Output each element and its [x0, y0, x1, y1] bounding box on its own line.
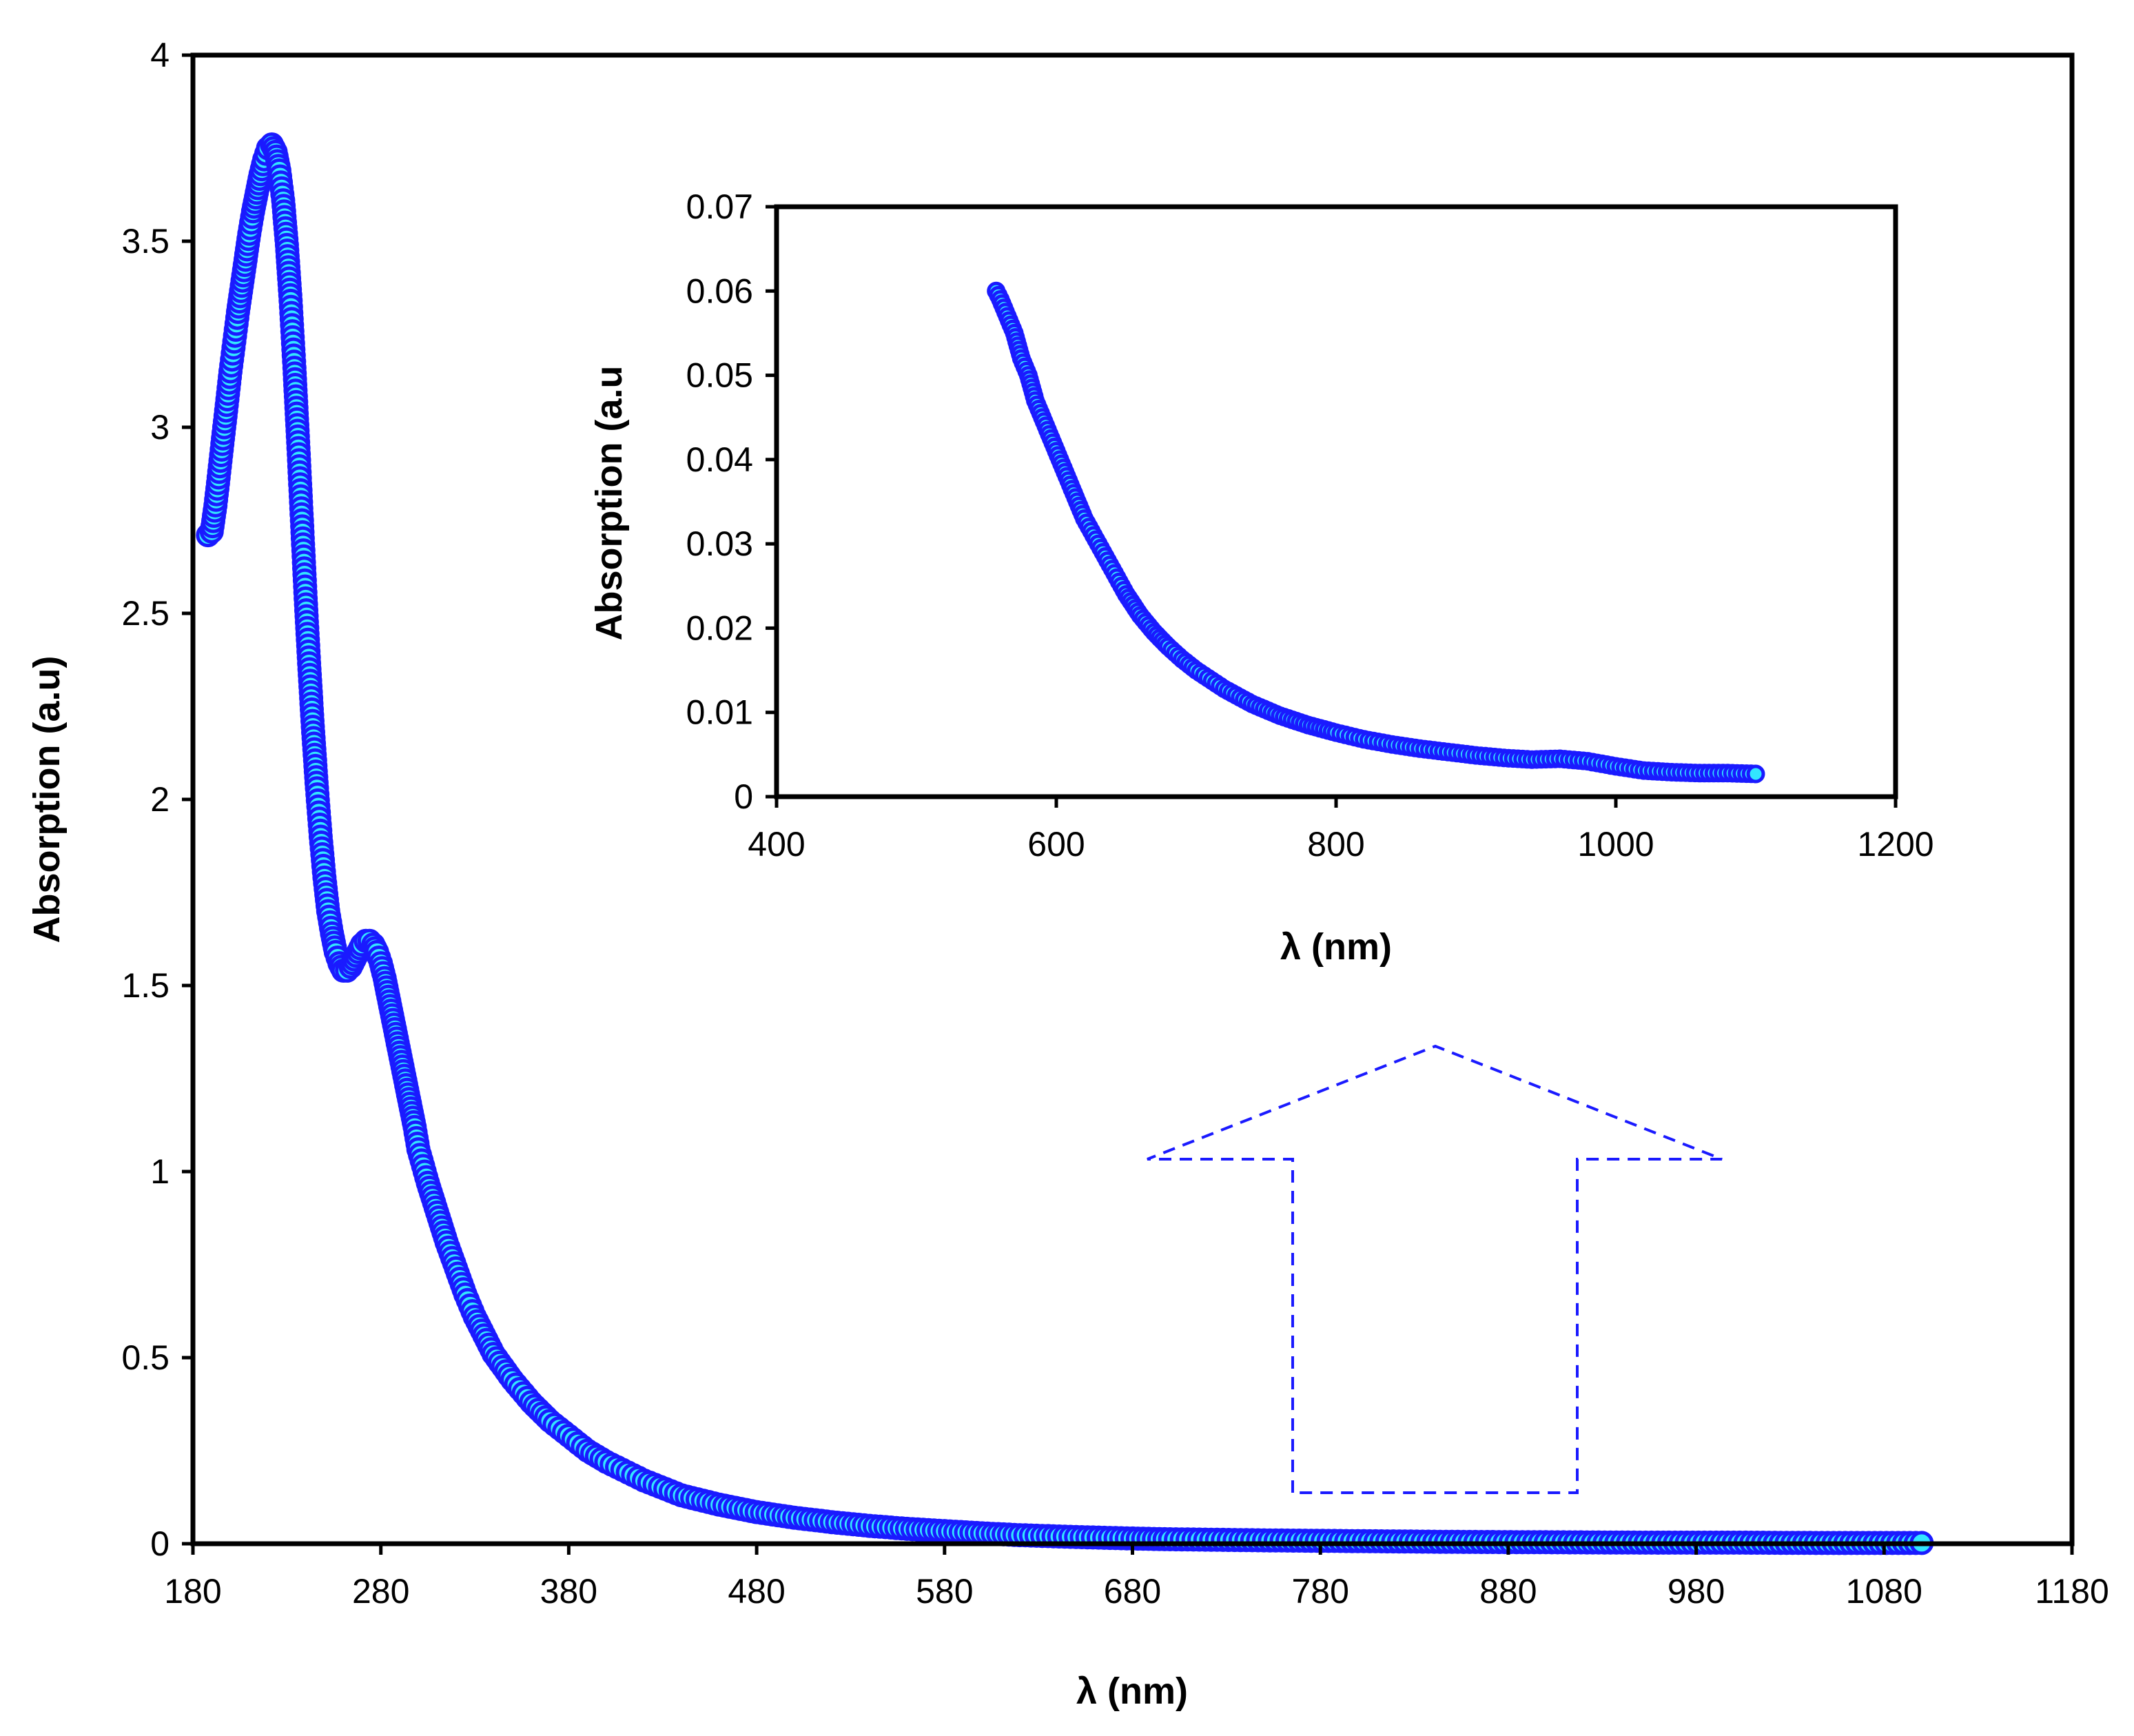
inset-x-tick-label: 600	[1027, 825, 1085, 864]
inset-y-axis-label: Absorption (a.u	[588, 366, 630, 641]
inset-y-tick-label: 0.06	[686, 272, 753, 310]
inset-x-tick-label: 400	[748, 825, 805, 864]
inset-x-axis-label: λ (nm)	[1280, 926, 1392, 968]
main-x-tick-label: 580	[916, 1572, 973, 1611]
main-y-tick-label: 4	[150, 36, 170, 74]
inset-y-tick-label: 0.07	[686, 187, 753, 226]
inset-x-tick-label: 800	[1307, 825, 1364, 864]
main-y-tick-label: 0	[150, 1524, 170, 1563]
inset-y-tick-label: 0	[734, 777, 753, 816]
main-x-axis-label: λ (nm)	[1076, 1671, 1188, 1712]
main-y-tick-label: 0.5	[121, 1338, 170, 1377]
main-x-tick-label: 280	[352, 1572, 409, 1611]
inset-y-tick-label: 0.05	[686, 356, 753, 395]
inset-markers	[987, 281, 1765, 784]
inset-y-tick-label: 0.02	[686, 609, 753, 647]
inset-plot: 400 600 800 1000 1200 00.010.020.030.040.050…	[588, 187, 1934, 968]
main-x-tick-label: 780	[1291, 1572, 1348, 1611]
inset-y-tick-label: 0.01	[686, 693, 753, 732]
inset-y-ticks: 0 0.01 0.02 0.03 0.04 0.05 0.06 0.07	[686, 187, 777, 816]
main-y-tick-label: 3	[150, 408, 170, 447]
main-y-tick-label: 2	[150, 780, 170, 819]
main-x-tick-label: 980	[1668, 1572, 1725, 1611]
main-x-tick-label: 1180	[2035, 1572, 2109, 1611]
inset-background	[777, 207, 1896, 797]
main-x-tick-label: 380	[540, 1572, 597, 1611]
main-x-ticks: 180 280 380 480 580 680 780 880 980 1080 1180	[164, 1544, 2109, 1611]
main-y-tick-label: 1.5	[121, 966, 170, 1005]
inset-x-tick-label: 1000	[1577, 825, 1654, 864]
main-y-tick-label: 1	[150, 1152, 170, 1191]
main-y-axis-label: Absorption (a.u)	[26, 656, 68, 943]
main-y-tick-label: 3.5	[121, 222, 170, 261]
main-x-tick-label: 1080	[1846, 1572, 1922, 1611]
main-x-tick-label: 480	[728, 1572, 785, 1611]
inset-y-tick-label: 0.04	[686, 440, 753, 479]
inset-data-point	[1746, 764, 1765, 784]
inset-x-ticks: 400 600 800 1000 1200	[748, 797, 1934, 864]
inset-x-tick-label: 1200	[1857, 825, 1933, 864]
main-x-tick-label: 680	[1104, 1572, 1161, 1611]
main-x-tick-label: 180	[164, 1572, 221, 1611]
main-plot: 180 280 380 480 580 680 780 880 980 1080 1180 0 0.5…	[26, 36, 2109, 1712]
inset-y-tick-label: 0.03	[686, 524, 753, 563]
zoom-arrow-icon	[1147, 1044, 1723, 1494]
main-y-ticks: 0 0.5 1 1.5 2 2.5 3 3.5 4	[121, 36, 193, 1563]
main-y-tick-label: 2.5	[121, 594, 170, 633]
main-x-tick-label: 880	[1479, 1572, 1537, 1611]
